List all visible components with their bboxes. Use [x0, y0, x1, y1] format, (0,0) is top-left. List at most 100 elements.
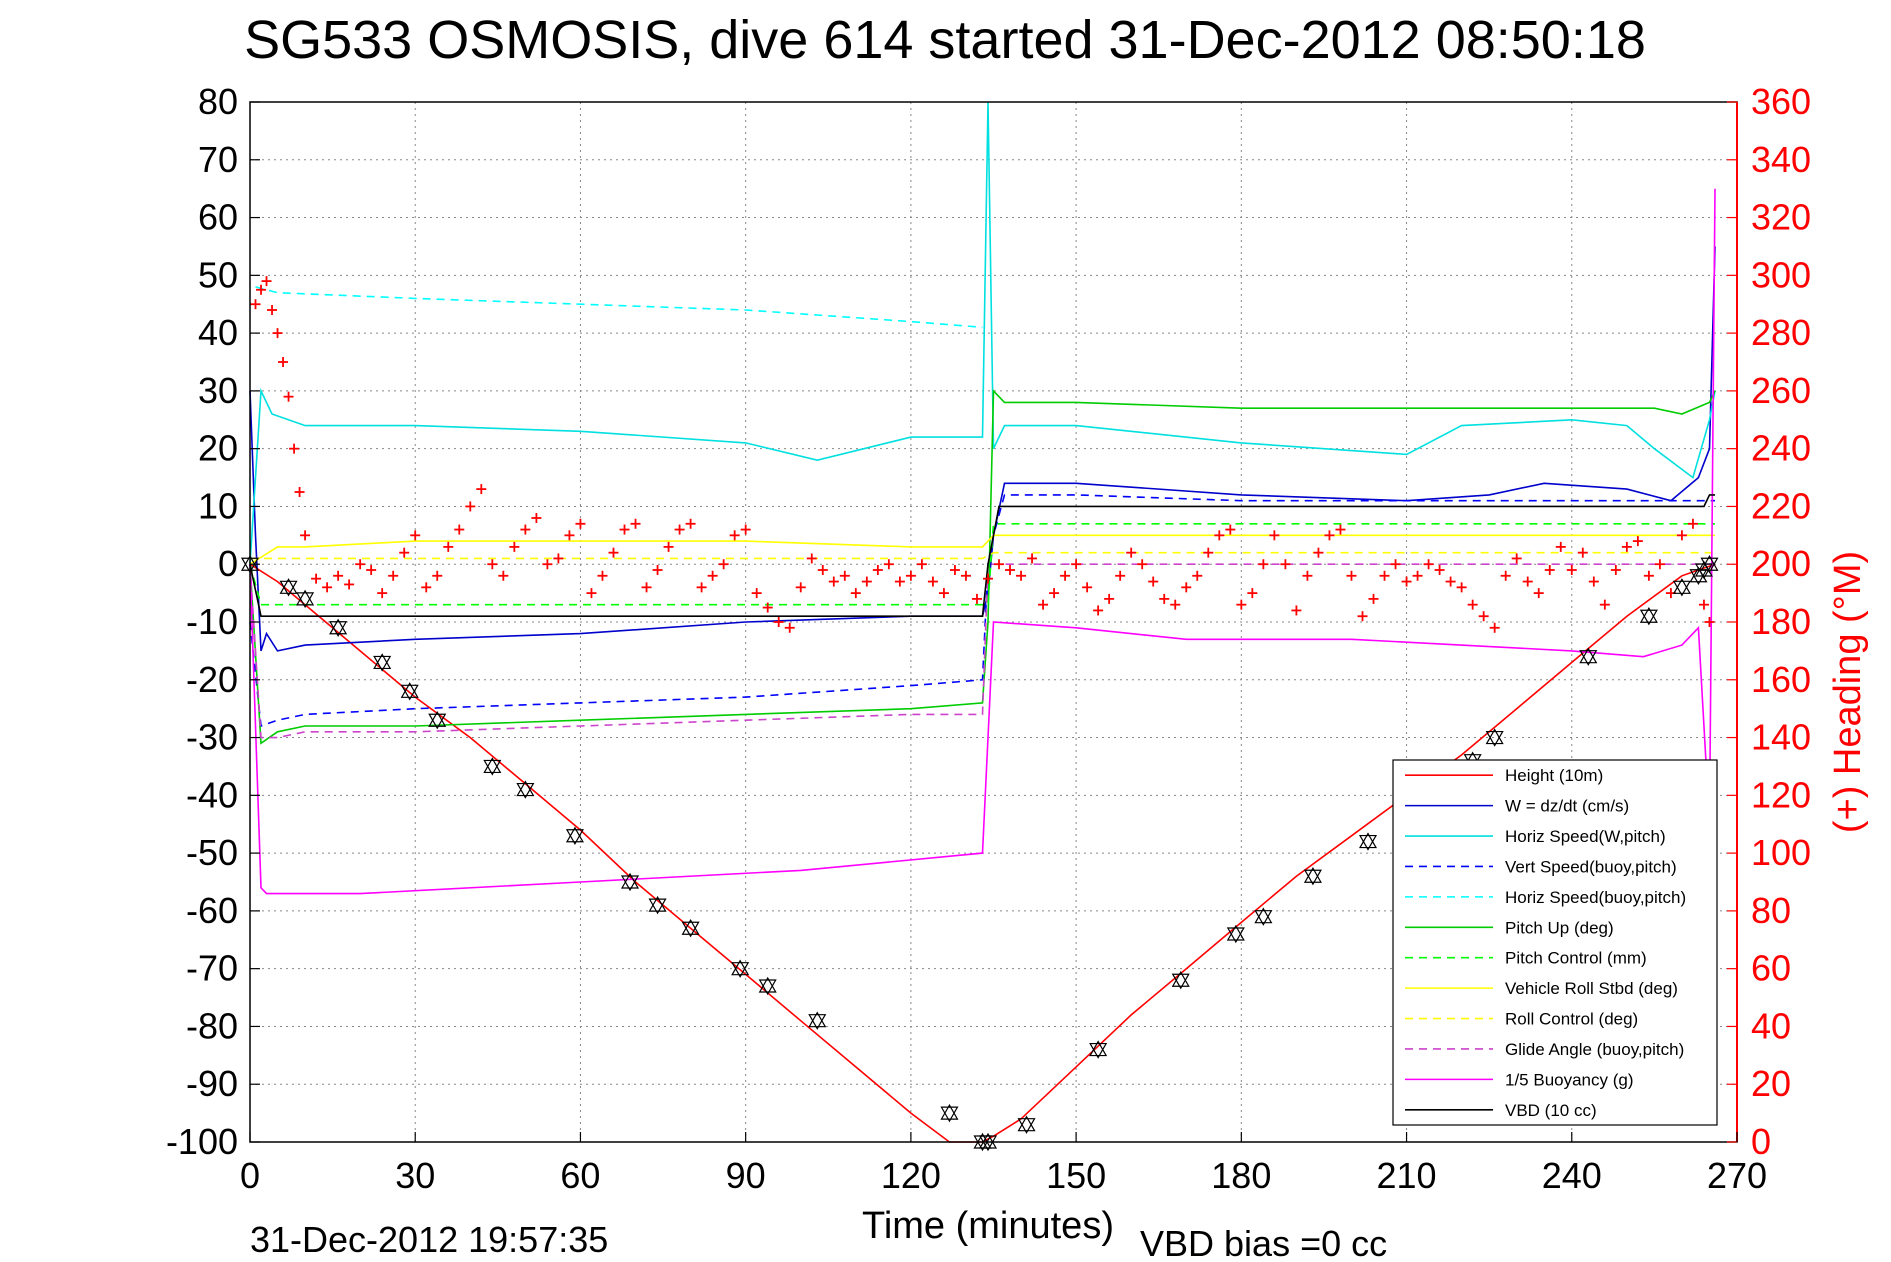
heading-point	[1016, 570, 1027, 581]
right-tick-label: 220	[1751, 485, 1811, 526]
bottom-tick-label: 240	[1542, 1155, 1602, 1196]
heading-point	[465, 501, 476, 512]
heading-point	[1478, 611, 1489, 622]
left-tick-label: -60	[186, 890, 238, 931]
heading-point	[410, 530, 421, 541]
depth-marker	[1226, 924, 1245, 944]
left-tick-label: -50	[186, 832, 238, 873]
heading-point	[630, 518, 641, 529]
heading-point	[1687, 518, 1698, 529]
heading-point	[894, 576, 905, 587]
heading-point	[487, 559, 498, 570]
legend-entry: Horiz Speed(buoy,pitch)	[1405, 888, 1686, 907]
heading-point	[784, 622, 795, 633]
left-tick-label: 0	[218, 543, 238, 584]
right-tick-label: 300	[1751, 254, 1811, 295]
heading-point	[366, 565, 377, 575]
left-tick-label: 70	[198, 139, 238, 180]
heading-point	[355, 559, 366, 570]
legend-entry: 1/5 Buoyancy (g)	[1405, 1070, 1634, 1089]
heading-point	[1401, 576, 1412, 587]
heading-point	[520, 524, 531, 535]
legend-label: 1/5 Buoyancy (g)	[1505, 1070, 1634, 1089]
heading-point	[1643, 570, 1654, 581]
heading-point	[1599, 599, 1610, 610]
heading-point	[1346, 570, 1357, 581]
legend-entry: Horiz Speed(W,pitch)	[1405, 827, 1666, 846]
left-tick-label: -20	[186, 659, 238, 700]
legend-entry: Pitch Control (mm)	[1405, 949, 1647, 968]
left-tick-label: -10	[186, 601, 238, 642]
depth-marker	[1171, 971, 1190, 990]
heading-point	[1379, 570, 1390, 581]
x-axis-label: Time (minutes)	[862, 1205, 1114, 1247]
legend-label: W = dz/dt (cm/s)	[1505, 797, 1629, 816]
heading-point	[300, 530, 311, 541]
depth-marker	[296, 589, 315, 609]
left-tick-label: 40	[198, 312, 238, 353]
bottom-tick-label: 270	[1707, 1155, 1767, 1196]
right-tick-label: 360	[1751, 81, 1811, 122]
heading-point	[740, 524, 751, 535]
bottom-tick-label: 30	[395, 1155, 435, 1196]
left-tick-label: -90	[186, 1063, 238, 1104]
heading-point	[377, 588, 388, 599]
bottom-tick-label: 210	[1377, 1155, 1437, 1196]
heading-point	[272, 328, 283, 339]
depth-marker	[1254, 907, 1273, 926]
series-w	[249, 246, 1716, 652]
right-axis-label: (+) Heading (°M)	[1827, 551, 1869, 833]
depth-marker	[516, 780, 535, 799]
depth-marker	[400, 682, 419, 701]
heading-point	[795, 582, 806, 593]
heading-point	[1357, 611, 1368, 622]
legend-label: Pitch Control (mm)	[1505, 949, 1647, 968]
heading-point	[1368, 593, 1379, 604]
depth-marker	[565, 826, 584, 845]
heading-point	[707, 570, 718, 581]
left-tick-label: 30	[198, 370, 238, 411]
depth-marker	[620, 872, 640, 892]
heading-point	[1676, 530, 1687, 541]
legend-entry: W = dz/dt (cm/s)	[1405, 797, 1629, 816]
heading-point	[1335, 524, 1346, 535]
heading-point	[1632, 536, 1643, 547]
heading-point	[1093, 605, 1104, 616]
right-tick-label: 160	[1751, 659, 1811, 700]
heading-point	[509, 541, 520, 552]
heading-point	[311, 573, 322, 584]
heading-point	[575, 518, 586, 529]
bottom-tick-label: 0	[240, 1155, 260, 1196]
depth-marker	[1700, 555, 1719, 574]
chart-title: SG533 OSMOSIS, dive 614 started 31-Dec-2…	[244, 10, 1646, 70]
heading-point	[1170, 599, 1181, 610]
right-tick-label: 280	[1751, 312, 1811, 353]
heading-point	[1522, 576, 1533, 587]
heading-point	[399, 547, 410, 558]
right-tick-label: 140	[1751, 717, 1811, 758]
heading-point	[971, 593, 982, 604]
heading-point	[1445, 576, 1456, 587]
heading-point	[773, 617, 784, 627]
heading-point	[1214, 530, 1225, 541]
heading-point	[1071, 559, 1082, 570]
heading-point	[564, 530, 575, 541]
left-tick-label: -100	[166, 1121, 238, 1162]
series-roll_ctrl	[250, 551, 1715, 560]
depth-marker	[279, 578, 298, 597]
heading-point	[916, 559, 927, 570]
legend-label: Horiz Speed(W,pitch)	[1505, 827, 1666, 846]
right-tick-label: 40	[1751, 1005, 1791, 1046]
legend-entry: Vehicle Roll Stbd (deg)	[1405, 979, 1678, 998]
series-glide	[249, 563, 1715, 739]
legend-label: Roll Control (deg)	[1505, 1010, 1638, 1029]
heading-point	[1104, 593, 1115, 604]
legend-box	[1392, 759, 1718, 1126]
heading-point	[1313, 547, 1324, 558]
depth-marker	[329, 618, 348, 637]
depth-marker	[1672, 578, 1691, 597]
right-tick-label: 240	[1751, 428, 1811, 469]
right-tick-label: 340	[1751, 139, 1811, 180]
heading-point	[850, 588, 861, 599]
heading-point	[1005, 565, 1016, 575]
